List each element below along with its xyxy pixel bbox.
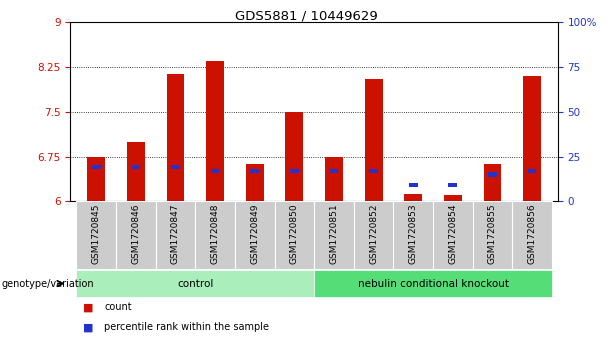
Bar	[156, 201, 196, 269]
Bar	[206, 61, 224, 201]
Text: count: count	[104, 302, 132, 313]
Bar	[314, 270, 552, 297]
Text: ■: ■	[83, 302, 93, 313]
Text: GSM1720854: GSM1720854	[448, 204, 457, 264]
Bar	[77, 270, 314, 297]
Bar	[211, 169, 219, 173]
Bar	[92, 165, 101, 170]
Bar	[167, 74, 185, 201]
Bar	[235, 201, 275, 269]
Bar	[369, 169, 378, 173]
Text: GSM1720847: GSM1720847	[171, 204, 180, 264]
Text: genotype/variation: genotype/variation	[1, 278, 94, 289]
Bar	[77, 201, 116, 269]
Text: GSM1720852: GSM1720852	[369, 204, 378, 264]
Text: GSM1720853: GSM1720853	[409, 204, 417, 264]
Bar	[314, 201, 354, 269]
Bar	[444, 196, 462, 201]
Text: GSM1720845: GSM1720845	[92, 204, 101, 264]
Text: ■: ■	[83, 322, 93, 333]
Bar	[330, 169, 338, 173]
Bar	[290, 169, 299, 173]
Text: GSM1720855: GSM1720855	[488, 204, 497, 264]
Bar	[286, 112, 303, 201]
Text: GSM1720851: GSM1720851	[329, 204, 338, 264]
Bar	[394, 201, 433, 269]
Bar	[512, 201, 552, 269]
Bar	[473, 201, 512, 269]
Text: GDS5881 / 10449629: GDS5881 / 10449629	[235, 9, 378, 22]
Text: GSM1720846: GSM1720846	[131, 204, 140, 264]
Bar	[127, 142, 145, 201]
Bar	[409, 183, 417, 187]
Text: nebulin conditional knockout: nebulin conditional knockout	[357, 278, 509, 289]
Bar	[433, 201, 473, 269]
Text: GSM1720850: GSM1720850	[290, 204, 299, 264]
Bar	[246, 164, 264, 201]
Text: percentile rank within the sample: percentile rank within the sample	[104, 322, 269, 333]
Text: GSM1720848: GSM1720848	[211, 204, 219, 264]
Bar	[449, 183, 457, 187]
Bar	[196, 201, 235, 269]
Bar	[528, 169, 536, 173]
Bar	[325, 156, 343, 201]
Bar	[275, 201, 314, 269]
Bar	[523, 76, 541, 201]
Bar	[488, 172, 497, 177]
Text: GSM1720849: GSM1720849	[250, 204, 259, 264]
Bar	[116, 201, 156, 269]
Bar	[354, 201, 394, 269]
Bar	[484, 164, 501, 201]
Bar	[132, 165, 140, 170]
Bar	[250, 169, 259, 173]
Text: GSM1720856: GSM1720856	[528, 204, 536, 264]
Text: control: control	[177, 278, 213, 289]
Bar	[365, 79, 383, 201]
Bar	[87, 156, 105, 201]
Bar	[405, 194, 422, 201]
Bar	[171, 165, 180, 170]
